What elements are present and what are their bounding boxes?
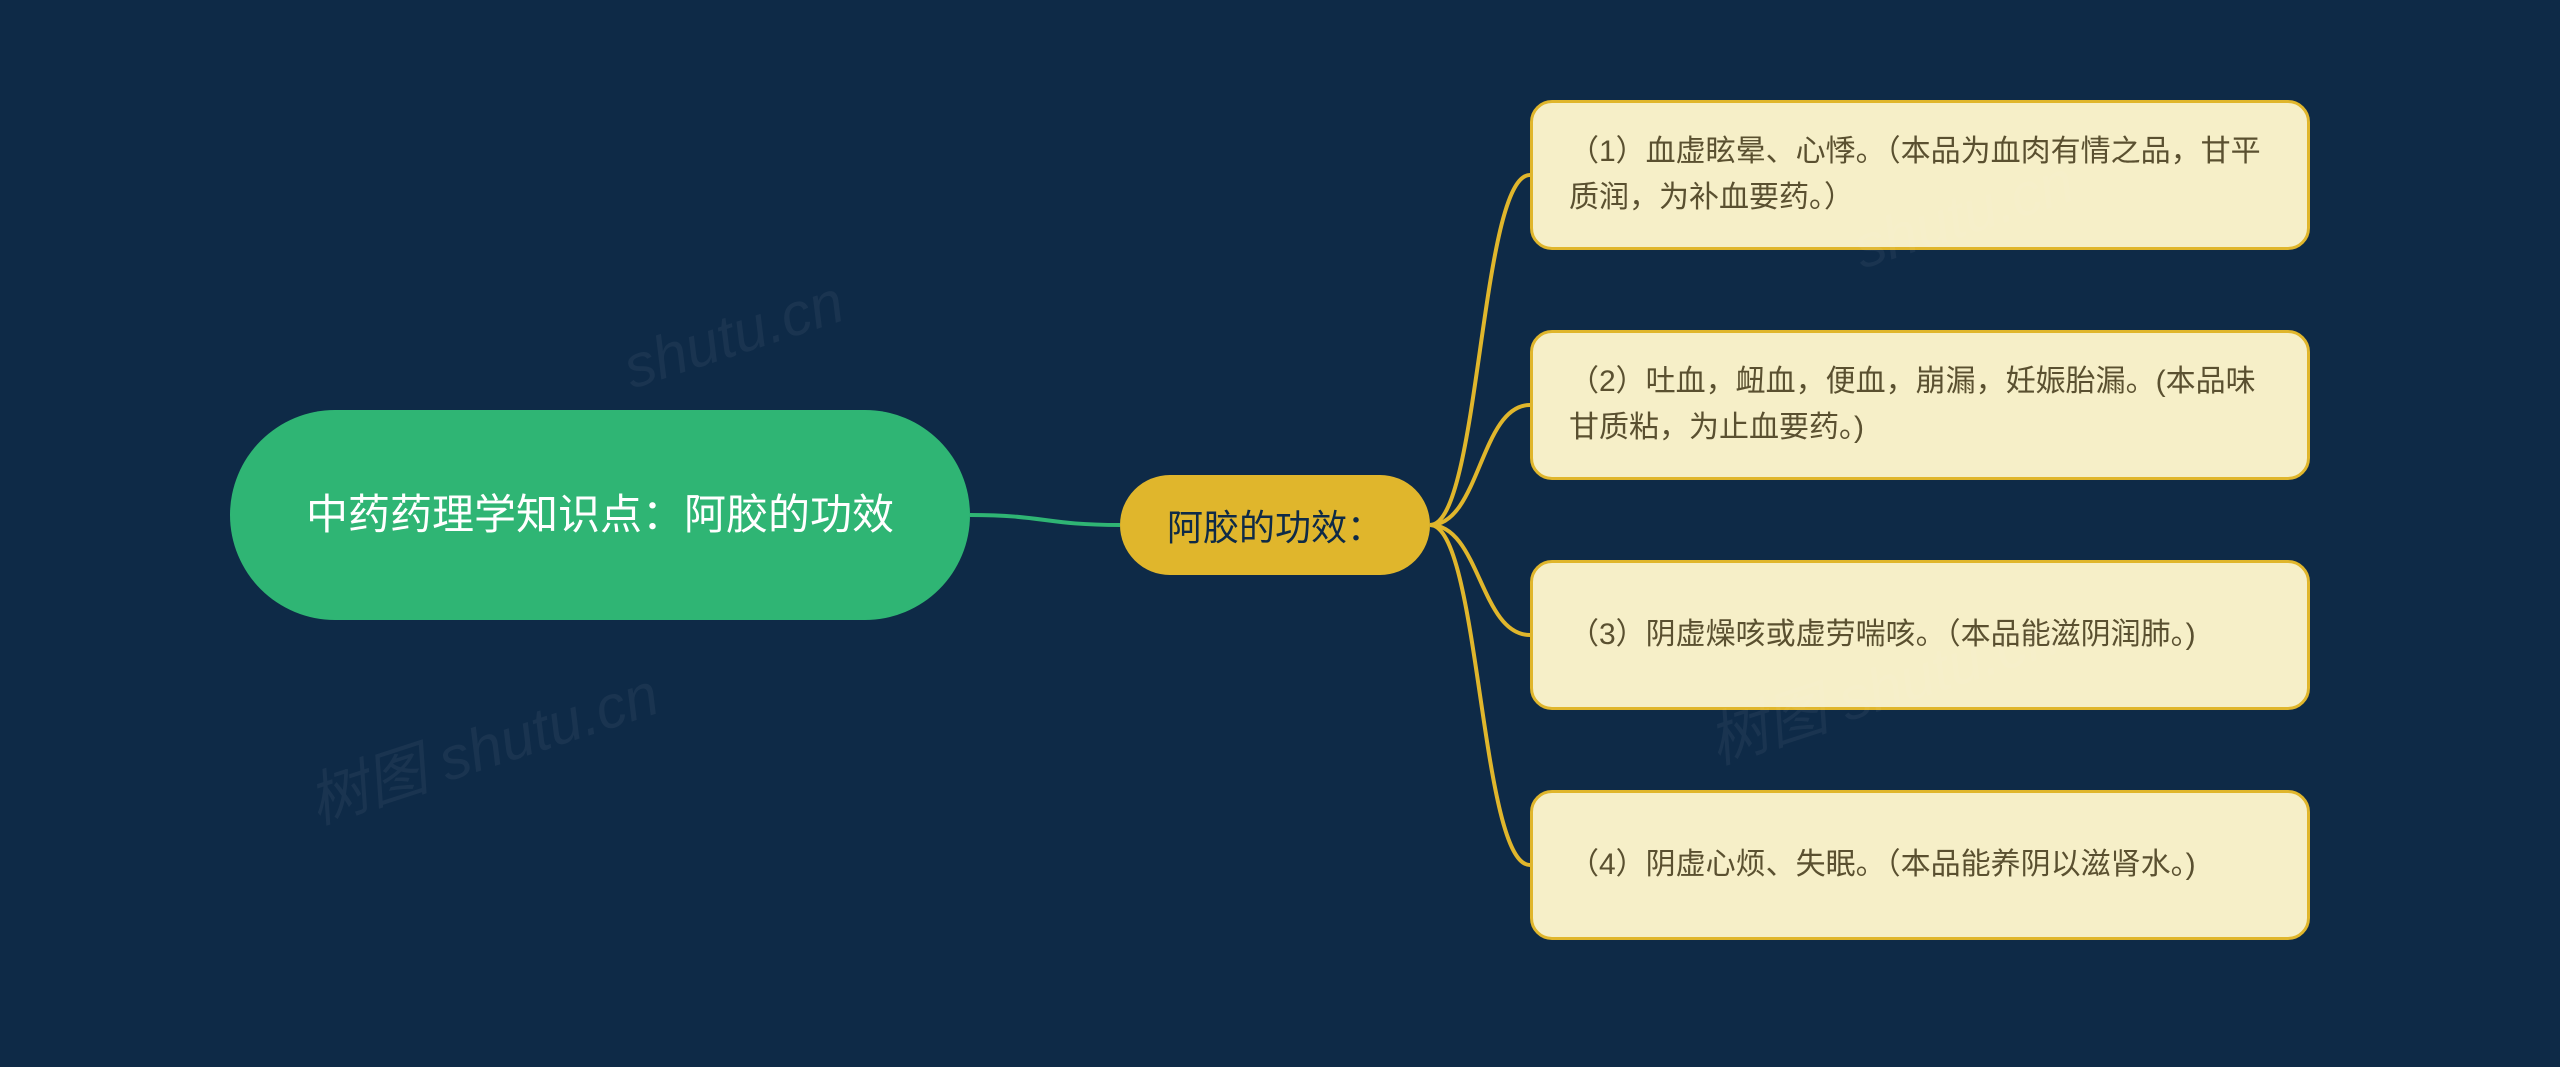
watermark: shutu.cn: [615, 267, 852, 403]
branch-label: 阿胶的功效：: [1167, 499, 1383, 551]
leaf-node-4[interactable]: （4）阴虚心烦、失眠。（本品能养阴以滋肾水。): [1530, 790, 2310, 940]
leaf-node-3[interactable]: （3）阴虚燥咳或虚劳喘咳。（本品能滋阴润肺。): [1530, 560, 2310, 710]
connector-branch-leaf-4: [1430, 525, 1530, 865]
leaf-label: （3）阴虚燥咳或虚劳喘咳。（本品能滋阴润肺。): [1569, 612, 2196, 659]
connector-branch-leaf-1: [1430, 175, 1530, 525]
connector-branch-leaf-2: [1430, 405, 1530, 525]
leaf-label: （4）阴虚心烦、失眠。（本品能养阴以滋肾水。): [1569, 842, 2196, 889]
leaf-node-2[interactable]: （2）吐血，衄血，便血，崩漏，妊娠胎漏。(本品味甘质粘，为止血要药。): [1530, 330, 2310, 480]
root-node[interactable]: 中药药理学知识点：阿胶的功效: [230, 410, 970, 620]
leaf-label: （2）吐血，衄血，便血，崩漏，妊娠胎漏。(本品味甘质粘，为止血要药。): [1569, 359, 2271, 452]
connector-root-branch: [970, 515, 1120, 525]
leaf-label: （1）血虚眩晕、心悸。（本品为血肉有情之品，甘平质润，为补血要药。）: [1569, 129, 2271, 222]
branch-node[interactable]: 阿胶的功效：: [1120, 475, 1430, 575]
connector-branch-leaf-3: [1430, 525, 1530, 635]
watermark: 树图 shutu.cn: [295, 646, 668, 841]
mindmap-canvas: 中药药理学知识点：阿胶的功效 阿胶的功效： （1）血虚眩晕、心悸。（本品为血肉有…: [0, 0, 2560, 1067]
leaf-node-1[interactable]: （1）血虚眩晕、心悸。（本品为血肉有情之品，甘平质润，为补血要药。）: [1530, 100, 2310, 250]
root-label: 中药药理学知识点：阿胶的功效: [306, 485, 894, 546]
